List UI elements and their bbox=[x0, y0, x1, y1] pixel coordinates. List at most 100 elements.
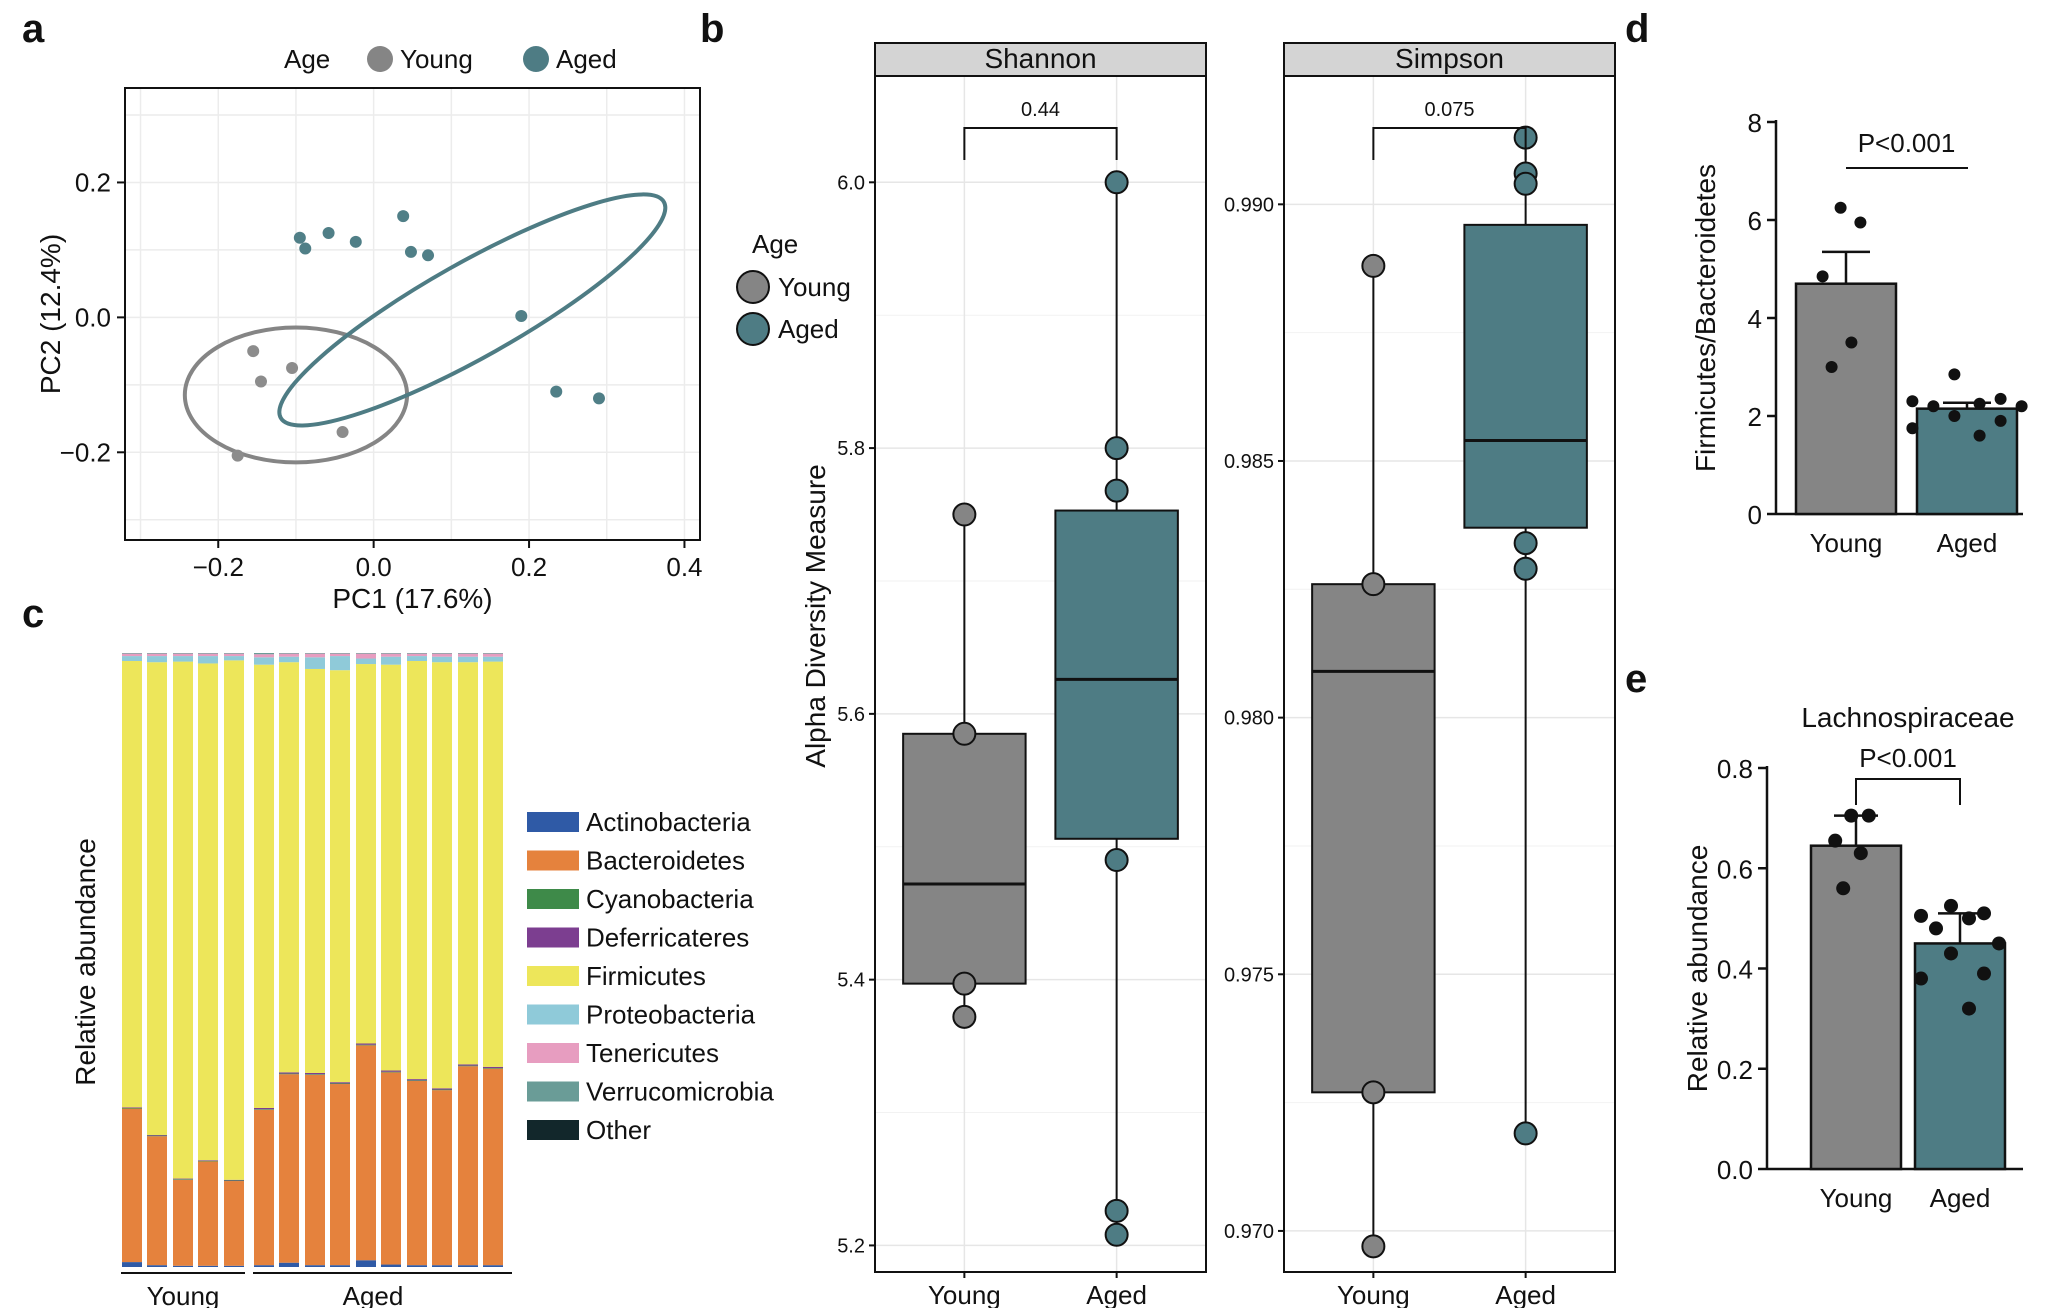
facet-strip bbox=[874, 42, 1207, 77]
bar-segment-deferricateres bbox=[173, 1178, 193, 1180]
box-young bbox=[1311, 583, 1436, 1094]
data-point-young bbox=[952, 721, 977, 746]
panel-letter-b: b bbox=[700, 7, 724, 51]
bar-segment-cyanobacteria bbox=[330, 1083, 350, 1085]
p-value-label: 0.075 bbox=[1424, 99, 1474, 121]
x-tick-label: Young bbox=[1337, 1280, 1410, 1308]
bar-segment-tenericutes bbox=[483, 653, 503, 657]
bar-segment-bacteroidetes bbox=[305, 1074, 325, 1266]
bar-segment-verrucomicrobia bbox=[483, 653, 503, 654]
bar-segment-bacteroidetes bbox=[483, 1068, 503, 1266]
data-point-young bbox=[247, 345, 260, 358]
group-label-young: Young bbox=[147, 1281, 220, 1308]
bar-segment-proteobacteria bbox=[458, 656, 478, 663]
x-tick-label: Aged bbox=[1086, 1280, 1147, 1308]
bar-segment-firmicutes bbox=[483, 661, 503, 1067]
bar-segment-proteobacteria bbox=[122, 656, 142, 661]
bar-segment-tenericutes bbox=[173, 653, 193, 657]
bar-segment-tenericutes bbox=[147, 653, 167, 657]
facet-simpson: Simpson 0.075 0.970 0.975 0.980 0.985 0.990 You… bbox=[1224, 42, 1616, 1308]
legend-key-actinobacteria bbox=[527, 812, 579, 832]
data-point-aged bbox=[1973, 397, 1986, 410]
y-tick-label: 0.6 bbox=[1717, 854, 1753, 884]
y-axis-title: Relative abundance bbox=[70, 838, 101, 1086]
y-tick-label: 0 bbox=[1748, 500, 1762, 530]
bar-segment-bacteroidetes bbox=[407, 1080, 427, 1266]
data-point-aged bbox=[1914, 908, 1928, 923]
bar-segment-proteobacteria bbox=[407, 656, 427, 661]
legend-key-aged bbox=[736, 312, 770, 346]
bar-segment-verrucomicrobia bbox=[279, 653, 299, 654]
x-axis-title: PC1 (17.6%) bbox=[332, 583, 492, 614]
data-point-aged bbox=[349, 235, 362, 248]
x-tick-label: −0.2 bbox=[193, 552, 244, 582]
data-point-aged bbox=[1994, 392, 2007, 405]
y-tick-label: −0.2 bbox=[60, 437, 111, 467]
data-point-aged bbox=[322, 227, 335, 240]
bar-segment-tenericutes bbox=[224, 653, 244, 657]
y-tick-label: 0.980 bbox=[1224, 708, 1274, 730]
y-tick-label: 2 bbox=[1748, 402, 1762, 432]
box-aged bbox=[1463, 223, 1588, 529]
data-point-young bbox=[1844, 808, 1859, 823]
legend-label-other: Other bbox=[586, 1115, 651, 1145]
x-tick-label: Young bbox=[928, 1280, 1001, 1308]
data-point-young bbox=[1361, 572, 1386, 597]
data-point-aged bbox=[1104, 436, 1129, 461]
panel-letter-e: e bbox=[1625, 657, 1647, 701]
bar-segment-cyanobacteria bbox=[147, 1135, 167, 1137]
bar-segment-firmicutes bbox=[122, 660, 142, 1108]
bar-segment-tenericutes bbox=[254, 654, 274, 658]
data-point-young bbox=[336, 426, 349, 439]
y-axis-title: Relative abundance bbox=[1682, 845, 1713, 1093]
bar-segment-verrucomicrobia bbox=[254, 653, 274, 655]
bar-segment-cyanobacteria bbox=[381, 1071, 401, 1073]
bar-segment-actinobacteria bbox=[254, 1265, 274, 1267]
panel-a-pca: −0.2 0.0 0.2 0.4 −0.2 0.0 0.2 PC1 (17.6%) PC2 (1… bbox=[35, 44, 703, 614]
data-point-aged bbox=[1513, 171, 1538, 196]
legend-title: Age bbox=[284, 44, 330, 74]
data-point-aged bbox=[1929, 921, 1943, 936]
legend-key-proteobacteria bbox=[527, 1004, 579, 1025]
data-point-aged bbox=[1977, 966, 1991, 981]
bar-segment-verrucomicrobia bbox=[407, 653, 427, 654]
data-point-young bbox=[1861, 808, 1876, 823]
bar-segment-firmicutes bbox=[458, 662, 478, 1065]
bar-segment-verrucomicrobia bbox=[305, 653, 325, 654]
legend-key-cyanobacteria bbox=[527, 889, 579, 909]
bar-segment-actinobacteria bbox=[483, 1265, 503, 1267]
bar-segment-verrucomicrobia bbox=[458, 653, 478, 654]
data-point-young bbox=[254, 375, 267, 388]
bar-segment-deferricateres bbox=[279, 1072, 299, 1074]
bar-segment-bacteroidetes bbox=[147, 1136, 167, 1266]
data-point-young bbox=[1845, 336, 1858, 349]
bar-segment-verrucomicrobia bbox=[381, 653, 401, 654]
significance-bracket bbox=[1372, 127, 1527, 160]
bar-segment-proteobacteria bbox=[224, 656, 244, 661]
legend-key-young bbox=[736, 270, 770, 304]
bar-segment-firmicutes bbox=[330, 670, 350, 1083]
bar-segment-bacteroidetes bbox=[381, 1072, 401, 1265]
y-tick-label: 5.8 bbox=[837, 438, 865, 460]
significance-bracket bbox=[1855, 778, 1961, 805]
bar-segment-deferricateres bbox=[147, 1134, 167, 1136]
bar-segment-tenericutes bbox=[122, 653, 142, 657]
y-axis-title: Alpha Diversity Measure bbox=[800, 464, 831, 767]
bar-segment-bacteroidetes bbox=[432, 1090, 452, 1266]
legend-key-young bbox=[367, 46, 393, 72]
data-point-young bbox=[1361, 1080, 1386, 1105]
data-point-aged bbox=[2015, 400, 2028, 413]
data-point-young bbox=[1825, 361, 1838, 373]
data-point-young bbox=[1834, 201, 1847, 214]
x-tick-label: 0.2 bbox=[511, 552, 547, 582]
bar-segment-actinobacteria bbox=[173, 1265, 193, 1267]
bar-segment-tenericutes bbox=[407, 653, 427, 657]
data-point-young bbox=[1854, 216, 1867, 229]
data-point-young bbox=[1361, 253, 1386, 278]
data-point-aged bbox=[1977, 906, 1991, 921]
y-axis-title: Firmicutes/Bacteroidetes bbox=[1690, 164, 1721, 472]
data-point-aged bbox=[550, 385, 563, 398]
y-tick-label: 5.6 bbox=[837, 704, 865, 726]
legend-key-firmicutes bbox=[527, 966, 579, 986]
